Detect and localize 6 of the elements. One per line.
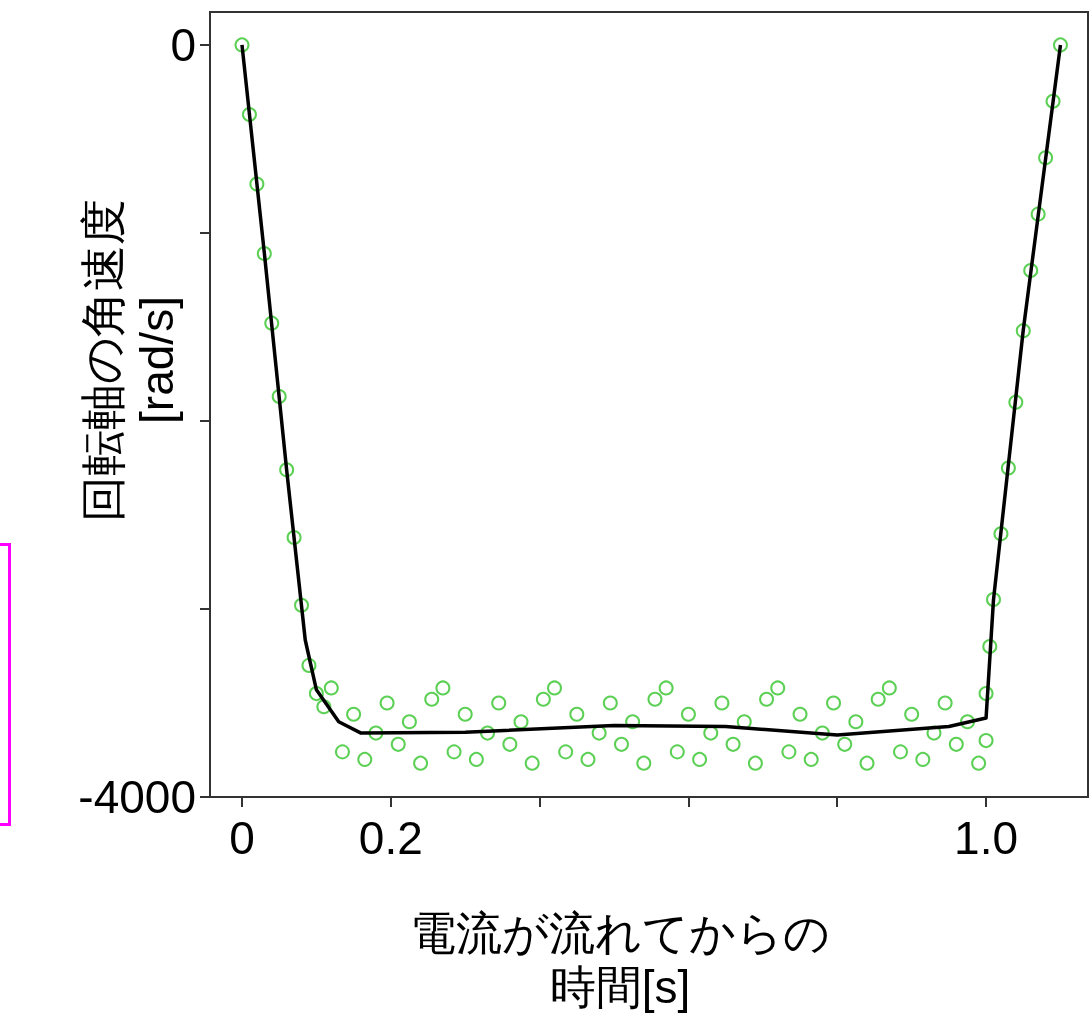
x-tick-label: 1.0 [954, 812, 1019, 864]
x-axis-title: 電流が流れてからの時間[s] [410, 907, 830, 1013]
x-tick-label: 0 [229, 812, 255, 864]
x-tick-label: 0.2 [358, 812, 423, 864]
y-tick-label: -4000 [78, 771, 196, 823]
y-axis-title: 回転軸の角速度[rad/s] [77, 198, 183, 522]
